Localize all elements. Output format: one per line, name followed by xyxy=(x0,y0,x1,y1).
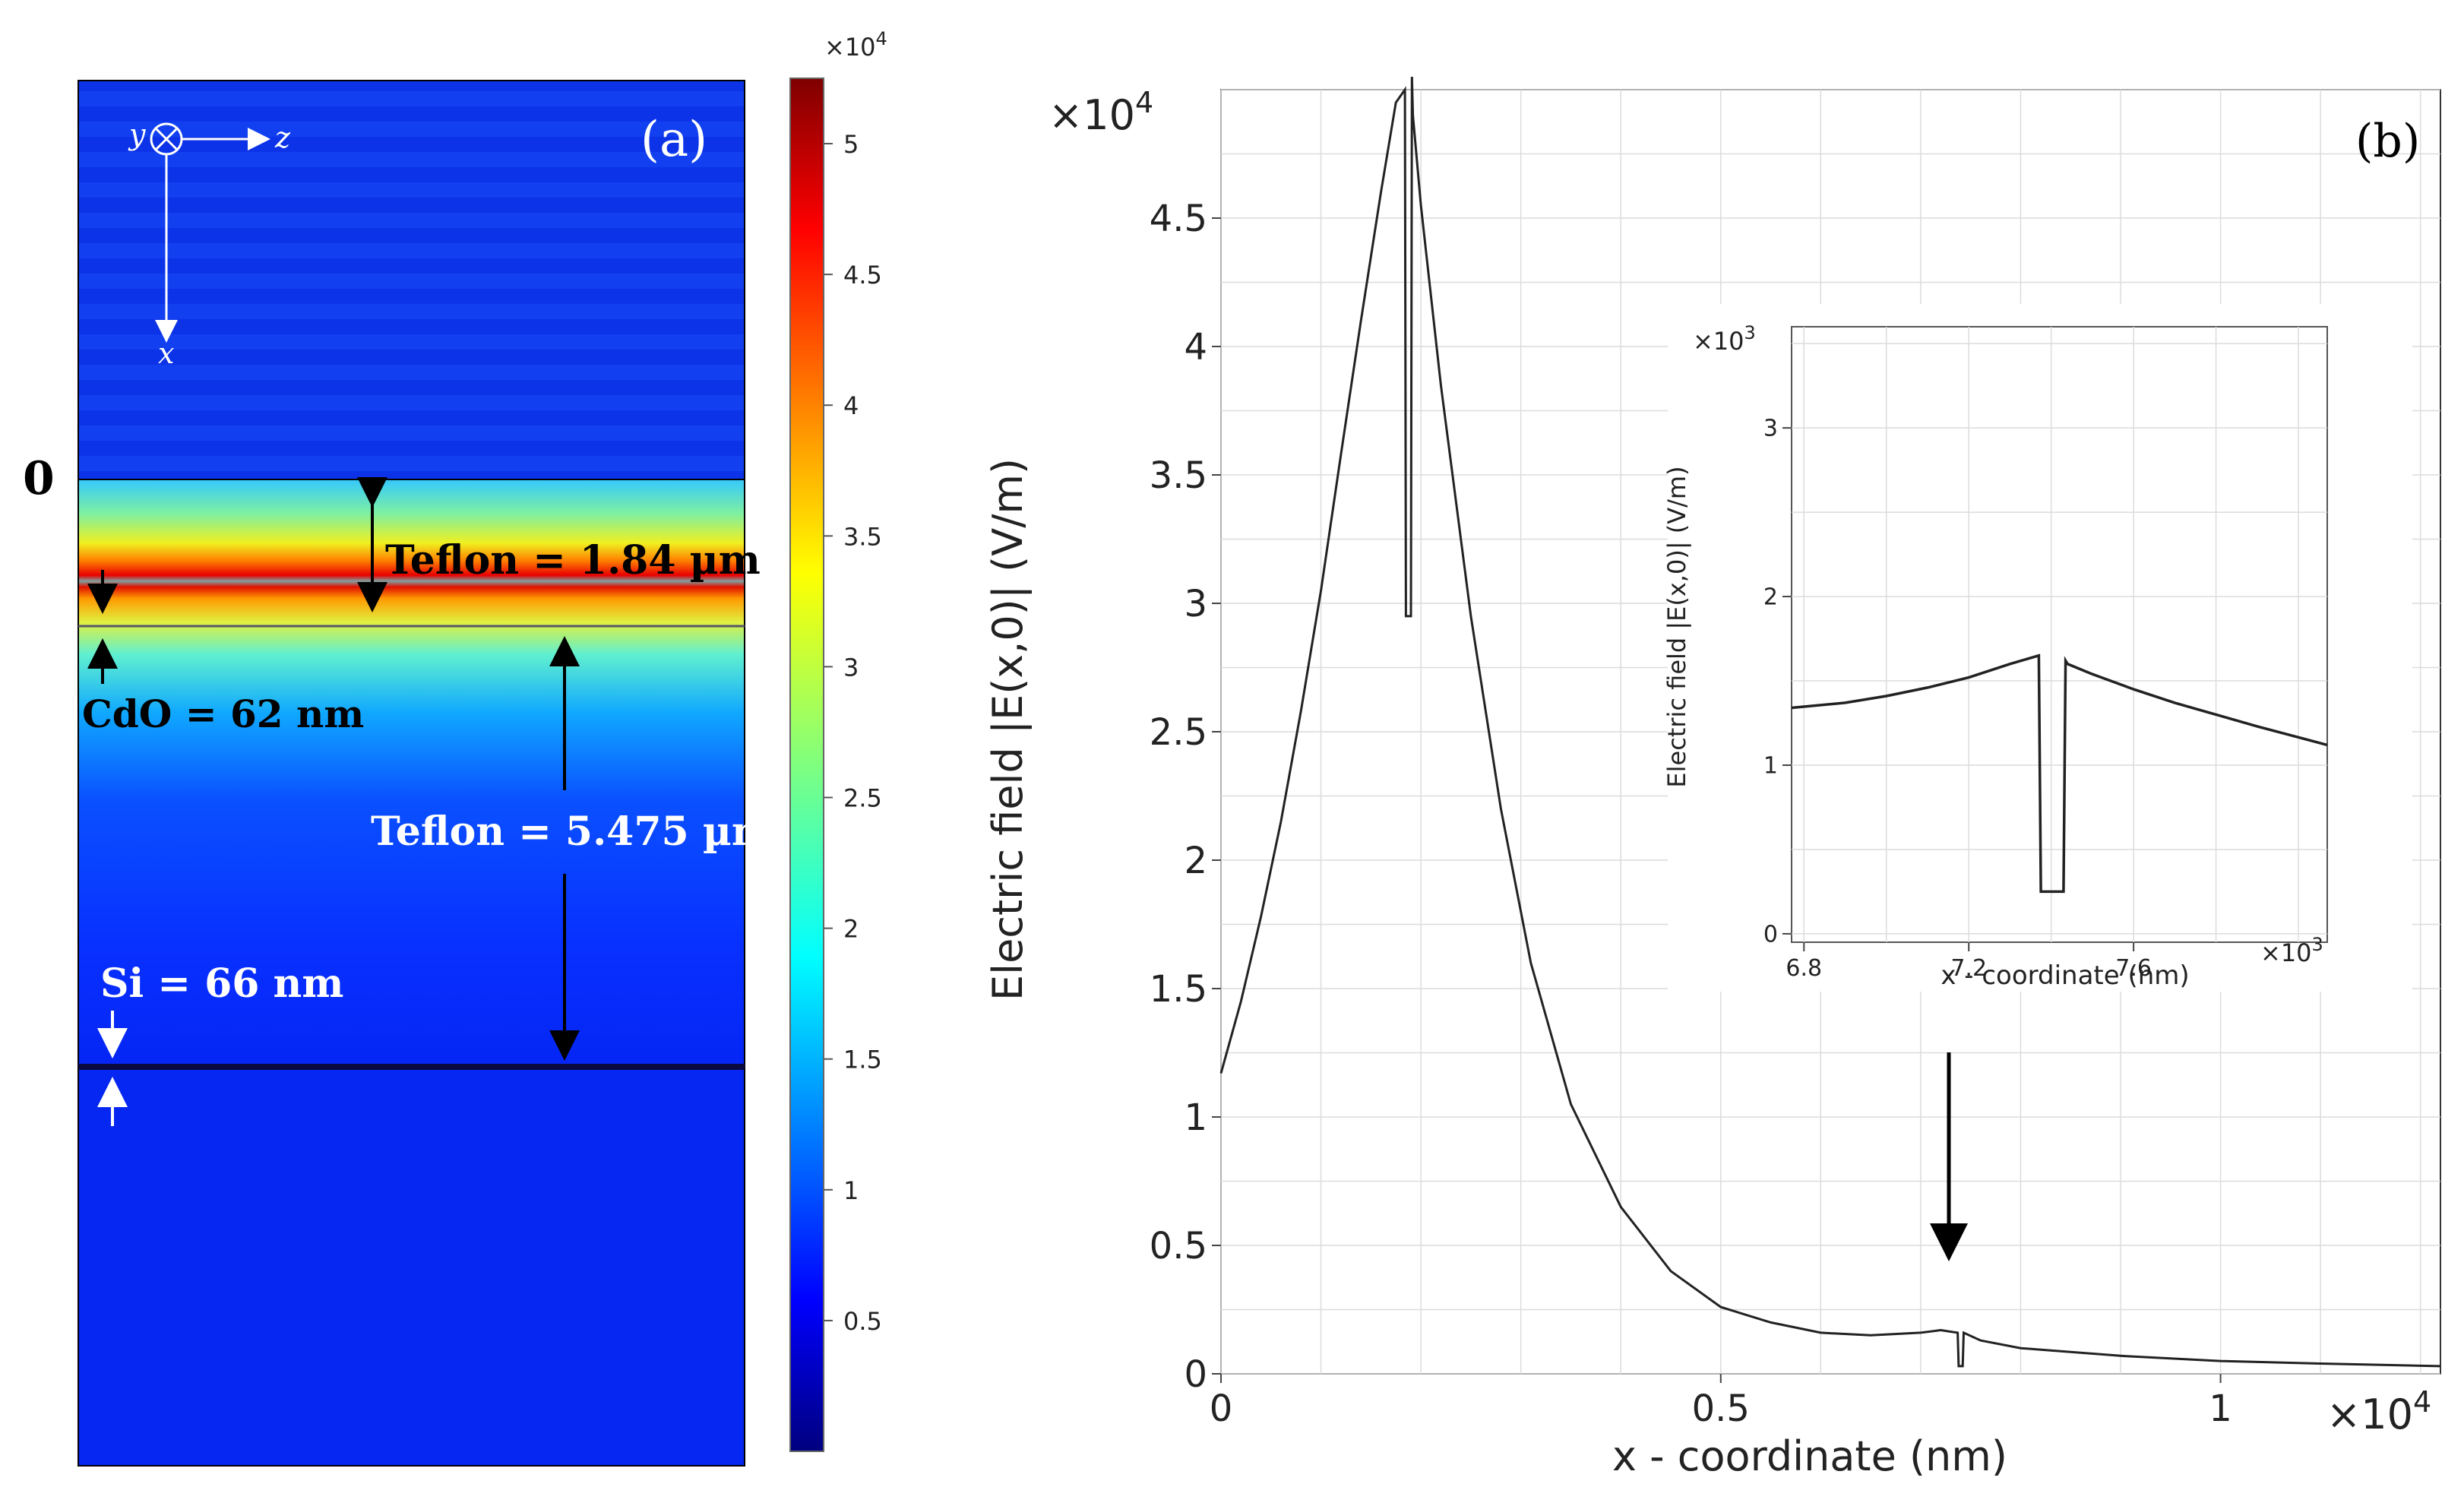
inset-ticks: 6.8 7.2 7.6 0 1 2 3 xyxy=(1763,416,2152,982)
panel-b-label: (b) xyxy=(2355,115,2420,168)
panel-a-air-region xyxy=(78,81,745,479)
inset-x-tick-label: 7.6 xyxy=(2115,955,2152,982)
panel-b-x-axis-title: x - coordinate (nm) xyxy=(1612,1432,2007,1480)
panel-b-y-tick-label: 3.5 xyxy=(1150,454,1207,497)
panel-b-y-tick-label: 1.5 xyxy=(1150,968,1207,1011)
inset-x-tick-label: 7.2 xyxy=(1950,955,1987,982)
panel-b-x-multiplier-exp: 4 xyxy=(2413,1385,2431,1419)
colorbar-tick-label: 2 xyxy=(843,915,859,944)
inset-x-axis-title: x - coordinate (nm) xyxy=(1941,960,2189,991)
colorbar-tick-label: 4 xyxy=(843,391,859,420)
panel-b-x-tick-label: 0 xyxy=(1210,1388,1233,1430)
colorbar-multiplier-base: ×10 xyxy=(824,33,876,62)
panel-b-x-tick-label: 0.5 xyxy=(1692,1388,1750,1430)
inset-y-axis-title: Electric field |E(x,0)| (V/m) xyxy=(1662,466,1691,787)
panel-a: y z x (a) 0 Teflon = 1.84 µm CdO = 62 nm… xyxy=(23,28,887,1467)
colorbar-tick-label: 3 xyxy=(843,653,859,682)
inset-y-tick-label: 3 xyxy=(1763,416,1778,442)
panel-b-y-tick-label: 3 xyxy=(1184,583,1207,625)
panel-b: 0 0.5 100.511.522.533.544.5 (b) ×104 ×104 … xyxy=(984,77,2441,1480)
inset-plot-area xyxy=(1791,326,2328,943)
colorbar-tick-label: 1.5 xyxy=(843,1046,882,1074)
panel-b-grid xyxy=(1220,89,2440,1375)
inset-y-tick-label: 0 xyxy=(1763,921,1778,948)
panel-a-label: (a) xyxy=(641,112,707,168)
teflon-bottom-label: Teflon = 5.475 µm xyxy=(371,808,773,855)
panel-b-y-tick-label: 0 xyxy=(1184,1353,1207,1396)
inset-x-multiplier: ×103 xyxy=(2260,934,2323,967)
colorbar-multiplier: ×104 xyxy=(824,28,887,62)
colorbar-tick-label: 1 xyxy=(843,1176,859,1205)
colorbar-tick-label: 2.5 xyxy=(843,784,882,813)
x-axis-label: x xyxy=(158,337,174,370)
origin-label: 0 xyxy=(23,452,55,505)
panel-b-x-tick-label: 1 xyxy=(2209,1388,2232,1430)
panel-b-y-tick-label: 2.5 xyxy=(1150,711,1207,754)
inset-x-tick-label: 6.8 xyxy=(1786,955,1822,982)
colorbar-tick-label: 4.5 xyxy=(843,261,882,290)
y-axis-cross-stroke-2 xyxy=(154,127,179,151)
inset-y-multiplier: ×103 xyxy=(1693,322,1756,356)
y-axis-label: y xyxy=(128,118,146,151)
panel-b-y-multiplier: ×104 xyxy=(1049,86,1153,139)
panel-b-ticks: 0 0.5 1 0 0.5 1 1.5 2 2.5 3 3.5 4 4.5 xyxy=(1150,198,2232,1430)
panel-b-series-line xyxy=(1219,77,2441,1368)
panel-b-y-multiplier-exp: 4 xyxy=(1135,86,1153,119)
panel-b-y-multiplier-base: ×10 xyxy=(1049,91,1135,139)
panel-b-y-tick-label: 0.5 xyxy=(1150,1225,1207,1267)
inset-series-line xyxy=(1791,653,2328,894)
panel-a-frame xyxy=(77,80,745,1467)
colorbar xyxy=(789,78,824,1452)
colorbar-tick-label: 0.5 xyxy=(843,1307,882,1336)
z-axis-label: z xyxy=(274,121,291,154)
inset-y-tick-label: 2 xyxy=(1763,584,1778,611)
panel-a-substrate-region xyxy=(78,1064,745,1466)
cdo-label: CdO = 62 nm xyxy=(82,691,364,736)
panel-b-y-tick-label: 4.5 xyxy=(1150,198,1207,240)
si-label: Si = 66 nm xyxy=(100,960,343,1007)
inset-grid xyxy=(1792,327,2327,942)
colorbar-multiplier-exp: 4 xyxy=(876,28,887,49)
inset-x-multiplier-base: ×10 xyxy=(2260,938,2312,967)
teflon-top-label: Teflon = 1.84 µm xyxy=(385,537,761,584)
panel-b-y-tick-label: 1 xyxy=(1184,1096,1207,1139)
panel-b-x-multiplier-base: ×10 xyxy=(2326,1391,2413,1438)
inset-x-multiplier-exp: 3 xyxy=(2312,934,2323,955)
inset-y-tick-label: 1 xyxy=(1763,752,1778,779)
panel-b-x-multiplier: ×104 xyxy=(2326,1385,2431,1438)
colorbar-ticks: 5 4.5 4 3.5 3 2.5 2 1.5 1 0.5 xyxy=(824,130,882,1336)
inset-y-multiplier-base: ×10 xyxy=(1693,327,1744,356)
panel-b-y-axis-title: Electric field |E(x,0)| (V/m) xyxy=(984,458,1032,1001)
colorbar-tick-label: 3.5 xyxy=(843,522,882,551)
colorbar-tick-label: 5 xyxy=(843,130,859,159)
panel-b-y-tick-label: 2 xyxy=(1184,840,1207,882)
panel-b-y-tick-label: 4 xyxy=(1184,326,1207,369)
inset-y-multiplier-exp: 3 xyxy=(1744,322,1756,343)
